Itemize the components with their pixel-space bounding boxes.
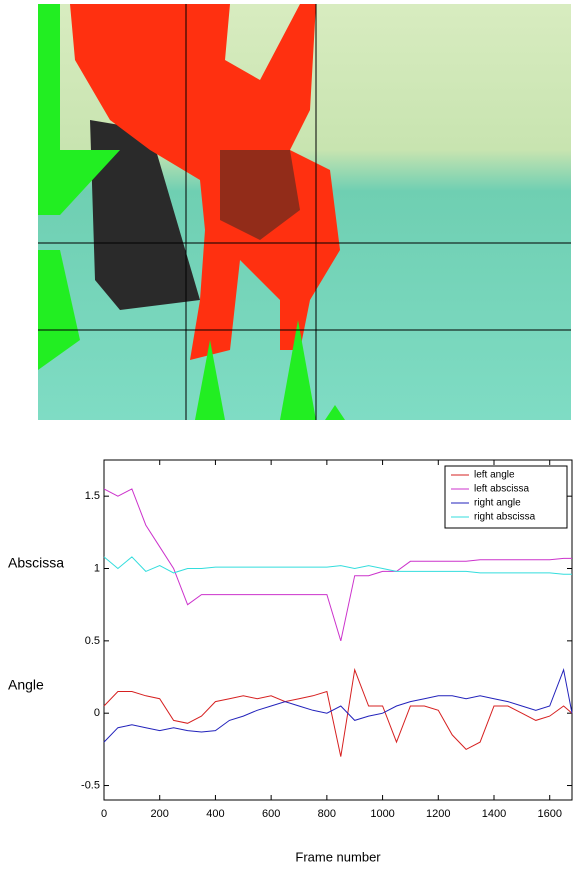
- x-tick-label: 600: [262, 808, 280, 820]
- y-tick-label: 1: [94, 562, 100, 574]
- legend-label: left abscissa: [474, 484, 529, 495]
- y-tick-label: 0.5: [85, 635, 100, 647]
- y-tick-label: 0: [94, 707, 100, 719]
- legend-label: left angle: [474, 470, 515, 481]
- x-tick-label: 1000: [370, 808, 394, 820]
- video-frame: [38, 4, 571, 420]
- x-tick-label: 1400: [482, 808, 506, 820]
- x-tick-label: 800: [318, 808, 336, 820]
- x-tick-label: 400: [206, 808, 224, 820]
- x-tick-label: 1200: [426, 808, 450, 820]
- y-tick-label: 1.5: [85, 490, 100, 502]
- side-label: Abscissa: [8, 555, 64, 571]
- y-tick-label: -0.5: [81, 779, 100, 791]
- x-tick-label: 0: [101, 808, 107, 820]
- legend-label: right abscissa: [474, 512, 536, 523]
- figure: Abscissa Angle Frame number -0.5 0 0.5 1 1.5…: [0, 0, 574, 869]
- x-tick-label: 1600: [537, 808, 561, 820]
- series-line: [104, 670, 572, 757]
- page: Abscissa Angle Frame number -0.5 0 0.5 1 1.5…: [0, 0, 574, 869]
- side-label: Angle: [8, 677, 44, 693]
- legend-label: right angle: [474, 498, 521, 509]
- x-tick-label: 200: [151, 808, 169, 820]
- x-axis-label: Frame number: [295, 849, 381, 864]
